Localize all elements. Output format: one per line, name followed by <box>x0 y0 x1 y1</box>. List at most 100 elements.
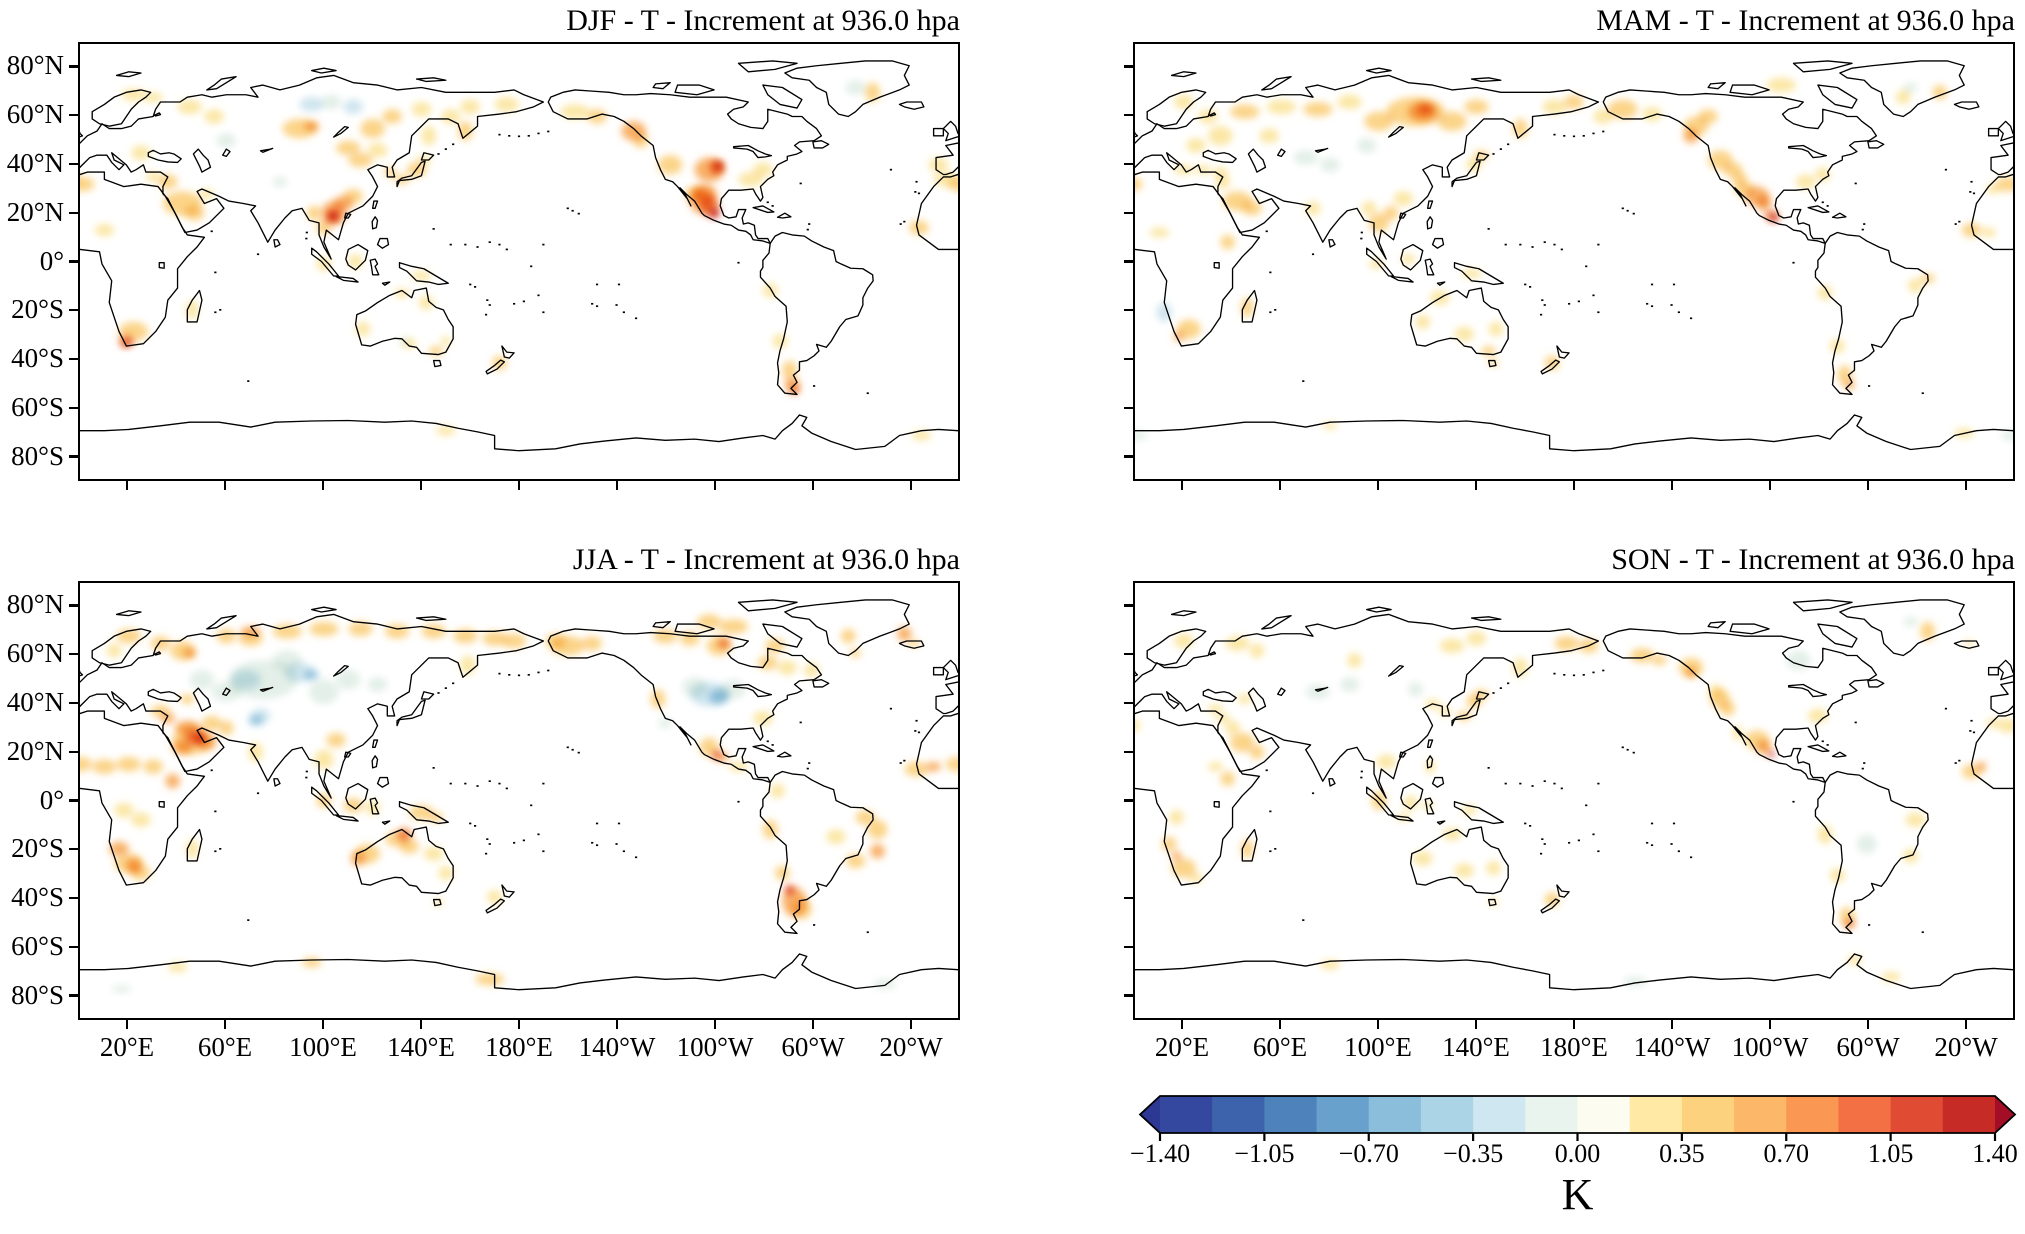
island-dot <box>537 833 540 836</box>
coastline-path <box>1556 884 1570 898</box>
island-dot <box>903 759 906 762</box>
anomaly-blob <box>1303 102 1333 117</box>
coastline-path <box>80 171 206 347</box>
coastline-path <box>1241 289 1258 323</box>
panel-son: SON - T - Increment at 936.0 hpa 20°E 60°… <box>1124 543 2015 1061</box>
island-dot <box>889 168 893 171</box>
anomaly-blob <box>231 670 261 690</box>
anomaly-blob <box>653 628 678 644</box>
lat-tick <box>1124 211 1133 214</box>
anomaly-blob <box>1371 790 1387 811</box>
island-dot <box>1632 751 1635 754</box>
colorbar-tick-label: 1.40 <box>1972 1139 2018 1168</box>
coastline-path <box>898 101 925 110</box>
lat-tick <box>69 113 78 117</box>
colorbar-tick-label: 0.00 <box>1554 1139 1601 1168</box>
map-jja <box>78 581 960 1020</box>
island-dot <box>813 924 816 926</box>
lat-tick <box>69 604 78 607</box>
anomaly-blob <box>1174 633 1194 649</box>
island-dot <box>1543 780 1546 783</box>
island-dot <box>1677 311 1680 314</box>
lon-tick <box>1278 481 1282 490</box>
lon-tick-label: 20°W <box>879 1032 943 1062</box>
anomaly-blob <box>494 97 519 112</box>
anomaly-blob <box>1337 94 1362 110</box>
anomaly-blob <box>211 682 241 702</box>
coastline-path <box>1426 739 1434 748</box>
anomaly-blob <box>1786 650 1811 670</box>
coastline-path <box>1277 687 1286 697</box>
island-dot <box>1487 767 1490 769</box>
lon-tick <box>1376 481 1380 490</box>
island-dot <box>577 212 580 215</box>
anomaly-blob <box>1454 326 1475 342</box>
island-dot <box>527 134 530 137</box>
coastlines <box>1135 60 2013 452</box>
anomaly-blob <box>1259 128 1279 144</box>
lon-tick <box>909 1020 913 1029</box>
island-dot <box>1646 841 1649 844</box>
anomaly-blob <box>382 109 402 124</box>
anomaly-blob <box>709 208 719 218</box>
anomaly-blob <box>1756 196 1772 211</box>
island-dot <box>530 804 533 807</box>
lon-tick <box>1866 481 1870 490</box>
island-dots <box>1265 669 1976 934</box>
lon-tick <box>517 481 521 490</box>
colorbar-segment <box>1734 1096 1787 1133</box>
anomaly-blob <box>204 109 224 124</box>
island-dot <box>488 304 491 306</box>
colorbar-tick-label: 0.70 <box>1763 1139 1810 1168</box>
lat-tick <box>1124 406 1133 410</box>
anomaly-blob <box>360 118 385 139</box>
island-dot <box>522 300 525 303</box>
coastline-path <box>547 89 823 245</box>
anomaly-blob <box>1608 99 1638 119</box>
coastline-path <box>762 84 803 109</box>
lat-tick <box>69 896 78 900</box>
anomaly-blob <box>301 957 322 968</box>
island-dot <box>1868 385 1871 387</box>
anomaly-blob <box>1376 754 1396 770</box>
island-dot <box>1689 317 1693 320</box>
island-dot <box>256 253 260 256</box>
anomaly-blob <box>160 713 176 724</box>
anomaly-blob <box>150 636 171 651</box>
coastline-path <box>1314 147 1329 153</box>
coastline-path <box>1729 84 1770 96</box>
island-dot <box>1826 205 1829 207</box>
lon-tick-label: 180°E <box>485 1032 553 1062</box>
lat-tick <box>1124 604 1133 607</box>
lon-tick <box>615 1020 619 1029</box>
coastline-path <box>1400 243 1424 271</box>
island-dot <box>1954 223 1957 225</box>
anomaly-blob <box>1903 616 1918 627</box>
island-dot <box>1360 770 1363 773</box>
coastline-path <box>147 688 182 703</box>
anomaly-blob <box>1237 694 1253 704</box>
anomaly-blob <box>1881 972 1901 982</box>
island-dot <box>1360 231 1363 234</box>
island-dot <box>542 782 545 785</box>
island-dot <box>256 792 260 795</box>
island-dot <box>889 707 893 710</box>
coastline-path <box>1970 712 2013 790</box>
island-dot <box>1944 707 1948 710</box>
island-dot <box>1524 822 1527 825</box>
coastline-path <box>259 686 274 692</box>
island-dot <box>1487 228 1490 230</box>
anomaly-blob <box>1815 167 1831 182</box>
anomaly-blob <box>1220 234 1235 250</box>
island-dot <box>1504 782 1507 785</box>
colorbar-segment <box>1473 1096 1526 1133</box>
island-dot <box>1602 130 1605 133</box>
anomaly-blob <box>1461 805 1477 815</box>
lat-tick-label: 20°N <box>6 735 64 766</box>
lon-tick <box>1866 1020 1870 1029</box>
anomaly-blob <box>1564 94 1584 110</box>
anomaly-blob <box>1817 285 1833 301</box>
anomaly-blob <box>1174 164 1194 175</box>
coastline-path <box>1135 613 1600 799</box>
island-dot <box>1602 669 1605 672</box>
